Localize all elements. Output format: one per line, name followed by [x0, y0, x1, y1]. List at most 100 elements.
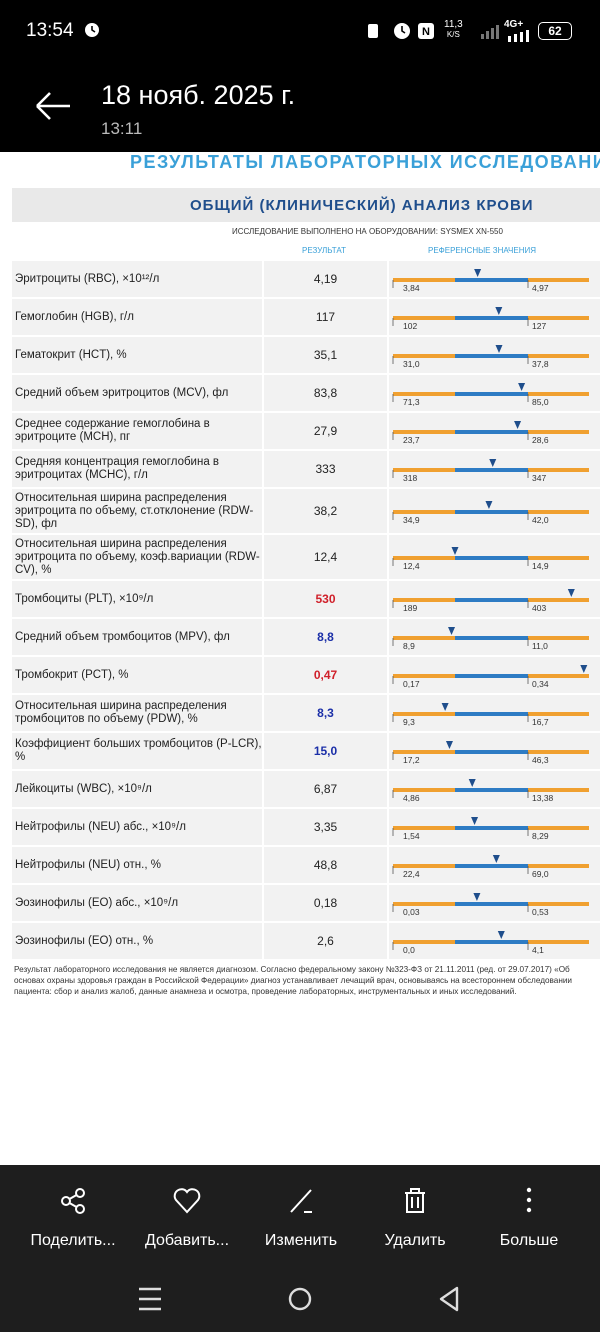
nav-menu[interactable] [139, 1287, 161, 1311]
action-button[interactable]: Поделить... [13, 1185, 133, 1250]
row-result: 0,47 [264, 657, 387, 693]
value-marker [468, 779, 476, 787]
ref-low: 0,17 [403, 679, 420, 689]
row-result: 15,0 [264, 733, 387, 769]
table-row: Нейтрофилы (NEU) абс., ×10⁹/л 3,35 1,54 8,2… [12, 809, 600, 847]
row-name: Тромбокрит (PCT), % [12, 657, 262, 693]
action-button[interactable]: Больше [469, 1185, 589, 1250]
row-name: Гемоглобин (HGB), г/л [12, 299, 262, 335]
value-marker [497, 931, 505, 939]
value-marker [495, 307, 503, 315]
table-row: Среднее содержание гемоглобина в эритроц… [12, 413, 600, 451]
ref-high: 16,7 [532, 717, 549, 727]
value-marker [514, 421, 522, 429]
row-result: 6,87 [264, 771, 387, 807]
value-marker [518, 383, 526, 391]
section-title: ОБЩИЙ (КЛИНИЧЕСКИЙ) АНАЛИЗ КРОВИ [190, 197, 534, 214]
value-marker [567, 589, 575, 597]
ref-high: 4,1 [532, 945, 544, 955]
row-name: Средняя концентрация гемоглобина в эритр… [12, 451, 262, 487]
value-marker [485, 501, 493, 509]
ref-low: 4,86 [403, 793, 420, 803]
row-name: Нейтрофилы (NEU) отн., % [12, 847, 262, 883]
reference-bar: 0,0 4,1 [392, 931, 589, 955]
reference-bar: 8,9 11,0 [392, 627, 589, 651]
row-name: Эритроциты (RBC), ×10¹²/л [12, 261, 262, 297]
row-result: 8,8 [264, 619, 387, 655]
nav-back[interactable] [439, 1286, 459, 1312]
action-icon [61, 1188, 85, 1214]
reference-bar: 12,4 14,9 [392, 547, 589, 571]
doc-title: РЕЗУЛЬТАТЫ ЛАБОРАТОРНЫХ ИССЛЕДОВАНИЙ [130, 152, 600, 172]
reference-bar: 31,0 37,8 [392, 345, 589, 369]
reference-cell: 8,9 11,0 [389, 619, 600, 655]
reference-cell: 17,2 46,3 [389, 733, 600, 769]
row-result: 35,1 [264, 337, 387, 373]
reference-bar: 102 127 [392, 307, 589, 331]
reference-bar: 3,84 4,97 [392, 269, 589, 293]
ref-low: 23,7 [403, 435, 420, 445]
action-button[interactable]: Добавить... [127, 1185, 247, 1250]
reference-bar: 22,4 69,0 [392, 855, 589, 879]
ref-high: 69,0 [532, 869, 549, 879]
note-line: основах охраны здоровья граждан в Россий… [14, 976, 573, 985]
reference-cell: 34,9 42,0 [389, 489, 600, 533]
net-speed: 11,3 [444, 19, 463, 30]
document-image: РЕЗУЛЬТАТЫ ЛАБОРАТОРНЫХ ИССЛЕДОВАНИЙ ОБЩ… [0, 152, 600, 1165]
row-result: 8,3 [264, 695, 387, 731]
row-result: 4,19 [264, 261, 387, 297]
reference-cell: 1,54 8,29 [389, 809, 600, 845]
reference-bar: 189 403 [392, 589, 589, 613]
time: 13:54 [26, 20, 74, 41]
bottom-bar: Поделить... Добавить... Изменить Удалить Бол… [0, 1165, 600, 1332]
reference-bar: 17,2 46,3 [392, 741, 589, 765]
value-marker [448, 627, 456, 635]
ref-high: 37,8 [532, 359, 549, 369]
table-row: Средний объем тромбоцитов (MPV), фл 8,8 8,… [12, 619, 600, 657]
reference-cell: 22,4 69,0 [389, 847, 600, 883]
table-row: Гематокрит (HCT), % 35,1 31,0 37,8 [12, 337, 600, 375]
table-row: Тромбокрит (PCT), % 0,47 0,17 0,34 [12, 657, 600, 695]
table-row: Коэффициент больших тромбоцитов (P-LCR),… [12, 733, 600, 771]
ref-low: 0,03 [403, 907, 420, 917]
table-row: Средняя концентрация гемоглобина в эритр… [12, 451, 600, 489]
reference-cell: 0,03 0,53 [389, 885, 600, 921]
row-name: Нейтрофилы (NEU) абс., ×10⁹/л [12, 809, 262, 845]
ref-low: 12,4 [403, 561, 420, 571]
table-row: Нейтрофилы (NEU) отн., % 48,8 22,4 69,0 [12, 847, 600, 885]
header-title: 18 нояб. 2025 г. [101, 80, 296, 110]
action-button[interactable]: Удалить [355, 1185, 475, 1250]
signal-weak [481, 25, 499, 39]
ref-low: 1,54 [403, 831, 420, 841]
row-name: Относительная ширина распределения эритр… [12, 489, 262, 533]
reference-cell: 3,84 4,97 [389, 261, 600, 297]
net-unit: K/S [446, 30, 460, 39]
value-marker [473, 893, 481, 901]
reference-cell: 31,0 37,8 [389, 337, 600, 373]
action-button[interactable]: Изменить [241, 1185, 361, 1250]
table-row: Средний объем эритроцитов (MCV), фл 83,8 7… [12, 375, 600, 413]
nav-home[interactable] [288, 1287, 312, 1311]
action-icon [405, 1188, 425, 1213]
row-result: 530 [264, 581, 387, 617]
action-label: Добавить... [144, 1232, 230, 1249]
row-name: Средний объем эритроцитов (MCV), фл [12, 375, 262, 411]
reference-cell: 4,86 13,38 [389, 771, 600, 807]
table-row: Эритроциты (RBC), ×10¹²/л 4,19 3,84 4,97 [12, 261, 600, 299]
row-name: Эозинофилы (EO) абс., ×10⁹/л [12, 885, 262, 921]
value-marker [451, 547, 459, 555]
back-button[interactable] [34, 90, 72, 122]
row-name: Относительная ширина распределения тромб… [12, 695, 262, 731]
value-marker [441, 703, 449, 711]
row-result: 3,35 [264, 809, 387, 845]
ref-high: 11,0 [532, 641, 548, 651]
header-subtitle: 13:11 [101, 119, 143, 138]
row-name: Относительная ширина распределения эритр… [12, 535, 262, 579]
action-icon [526, 1187, 532, 1213]
reference-cell: 0,0 4,1 [389, 923, 600, 959]
table-row: Относительная ширина распределения эритр… [12, 535, 600, 581]
ref-high: 14,9 [532, 561, 549, 571]
ref-high: 42,0 [532, 515, 549, 525]
